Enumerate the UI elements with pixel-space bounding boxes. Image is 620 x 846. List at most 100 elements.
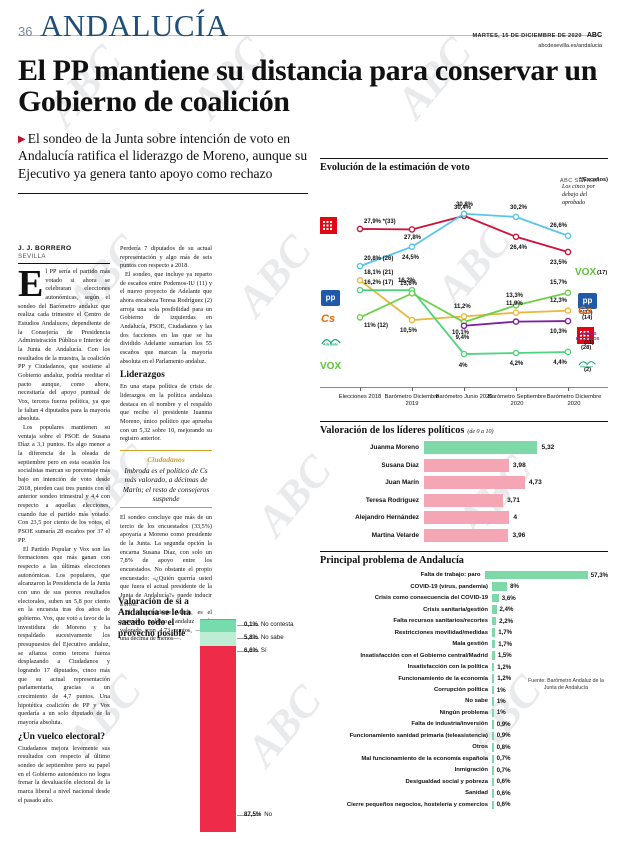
masthead: 36 ANDALUCÍA MARTES, 15 DE DICIEMBRE DE … (0, 0, 620, 49)
data-label-vox-4: 15,7% (550, 279, 568, 286)
paragraph-text: l PP sería el partido más votado si ahor… (18, 268, 110, 423)
subheadline-rule (18, 192, 308, 194)
leader-bar (424, 528, 509, 542)
problem-bar (492, 720, 494, 729)
data-label-psoe-4: 23,5% (550, 259, 568, 266)
data-label-pp-1: 24,5% (402, 254, 420, 261)
problem-bar (492, 651, 495, 660)
x-tick (360, 387, 361, 391)
problem-value: 1,7% (498, 640, 513, 648)
pull-quote-rule-top (120, 450, 212, 452)
byline-rule (18, 263, 110, 264)
cs-logo-icon: Cs (321, 313, 336, 325)
chart-provecho-title: Valoración de si a Andalucía se le ha sa… (118, 597, 191, 639)
leader-value: 3,71 (507, 496, 520, 504)
pp-logo-icon-right: pp (578, 293, 597, 309)
problem-row: Falta recursos sanitarios/recortes 2,2% (320, 616, 608, 626)
data-point (564, 248, 572, 256)
problem-bar (492, 662, 495, 672)
data-point (512, 309, 520, 316)
adelante-seats-end: (2) (584, 367, 592, 373)
problem-value: 0,7% (496, 755, 511, 763)
problem-row: Falta de trabajo: paro 57,3% (320, 570, 608, 580)
line-chart-svg (356, 210, 572, 358)
problem-value: 1,7% (498, 629, 513, 637)
problem-value: 2,2% (499, 617, 514, 625)
problem-name: Otros (472, 744, 488, 751)
stacked-bar (200, 619, 236, 832)
problem-name: Crisis sanitaria/gestión (423, 606, 488, 613)
problem-name: Falta recursos sanitarios/recortes (393, 618, 488, 625)
site-url[interactable]: abcdesevilla.es/andalucia (538, 43, 602, 49)
publication-date: MARTES, 15 DE DICIEMBRE DE 2020 (472, 33, 582, 39)
pull-quote-rule-bottom (120, 507, 212, 509)
unidas-podemos-logo-icon-right: UNIDAS PODEMOS (576, 331, 600, 341)
leader-row: Juan Marín 4,73 (320, 475, 608, 490)
leader-name: Martina Velarde (371, 531, 419, 539)
data-label-unidas-podemos-2: 9,4% (455, 334, 470, 341)
chart-lideres-subtitle: (de 0 a 10) (467, 429, 494, 435)
data-point (564, 289, 572, 297)
problem-value: 8% (510, 583, 519, 591)
data-label-cs-1: 10,5% (400, 328, 418, 335)
data-point (564, 317, 572, 325)
problem-row: Insatisfacción con el Gobierno central/M… (320, 650, 608, 660)
problem-name: Crisis como consecuencia del COVID-19 (374, 595, 488, 602)
paragraph: Ciudadanos mejora levemente sus resultad… (18, 744, 110, 804)
problem-name: Insatisfacción con el Gobierno central/M… (360, 652, 488, 659)
vox-logo-icon: VOX (320, 361, 342, 372)
data-label-cs-4: 12,3% (550, 297, 568, 304)
problem-row: Corrupción política 1% (320, 685, 608, 695)
problem-bar (492, 743, 494, 752)
data-point (460, 210, 468, 218)
subheadline-text: El sondeo de la Junta sobre intención de… (18, 130, 308, 182)
problem-bar (492, 605, 497, 614)
problems-bars: Falta de trabajo: paro 57,3% COVID-19 (vir… (320, 570, 608, 810)
leader-name: Juanma Moreno (369, 444, 419, 451)
leader-name: Juan Marín (385, 479, 419, 487)
data-label-unidas-podemos-4: 10,3% (550, 329, 568, 336)
problem-bar (492, 766, 494, 775)
data-point (512, 349, 520, 357)
problem-row: Insatisfacción con la política 1,2% (320, 662, 608, 672)
stack-segment-no (200, 646, 236, 832)
leader-bar (424, 476, 525, 490)
footer-brand: ABC SEVILLA (560, 177, 600, 184)
data-label-vox-1: 15,6% (400, 281, 418, 288)
problem-name: No sabe (465, 698, 488, 705)
svg-text:Adelante: Adelante (580, 364, 593, 368)
infographics-rail: Evolución de la estimación de voto *(Esc… (320, 158, 608, 811)
problem-name: Cierre pequeños negocios, hostelería y c… (346, 801, 488, 808)
x-tick (464, 387, 465, 391)
page-folio: 36 (18, 24, 33, 39)
chart-evolucion-voto: *(Escaños) pp Cs Adelante VOX pp *(37) (… (320, 175, 608, 415)
cs-logo-icon-right: Cs (578, 305, 593, 317)
stack-segment-no-sabe (200, 620, 236, 633)
problem-row: COVID-19 (virus, pandemia) 8% (320, 581, 608, 591)
problem-row: Sanidad 0,6% (320, 788, 608, 798)
vox-seats-end: (17) (597, 270, 608, 276)
adelante-logo-icon-right: Adelante (577, 355, 601, 373)
data-label-psoe-0: 27,9% *(33) (364, 218, 396, 225)
leader-line (237, 625, 259, 626)
up-seats-end: (11) (584, 340, 594, 346)
problem-bar (492, 697, 494, 706)
leader-bar (424, 441, 538, 454)
problem-value: 1% (496, 709, 506, 717)
leader-bar (424, 458, 509, 472)
problem-value: 57,3% (590, 571, 608, 579)
leader-name: Susana Díaz (381, 461, 419, 469)
leader-bar (424, 493, 504, 507)
leader-row: Teresa Rodríguez 3,71 (320, 493, 608, 508)
data-point (408, 243, 416, 251)
bullet-triangle-icon: ▶ (18, 133, 26, 145)
data-label-psoe-1: 27,8% (404, 235, 422, 242)
subheadline: ▶ El sondeo de la Junta sobre intención d… (18, 130, 308, 183)
chart-lideres-title-text: Valoración de los líderes políticos (320, 425, 465, 436)
pull-quote-kicker: Ciudadanos (147, 455, 185, 465)
problem-name: COVID-19 (virus, pandemia) (410, 583, 488, 590)
x-tick (412, 387, 413, 391)
data-point (356, 286, 364, 294)
problem-row: Restricciones movilidad/medidas 1,7% (320, 627, 608, 637)
